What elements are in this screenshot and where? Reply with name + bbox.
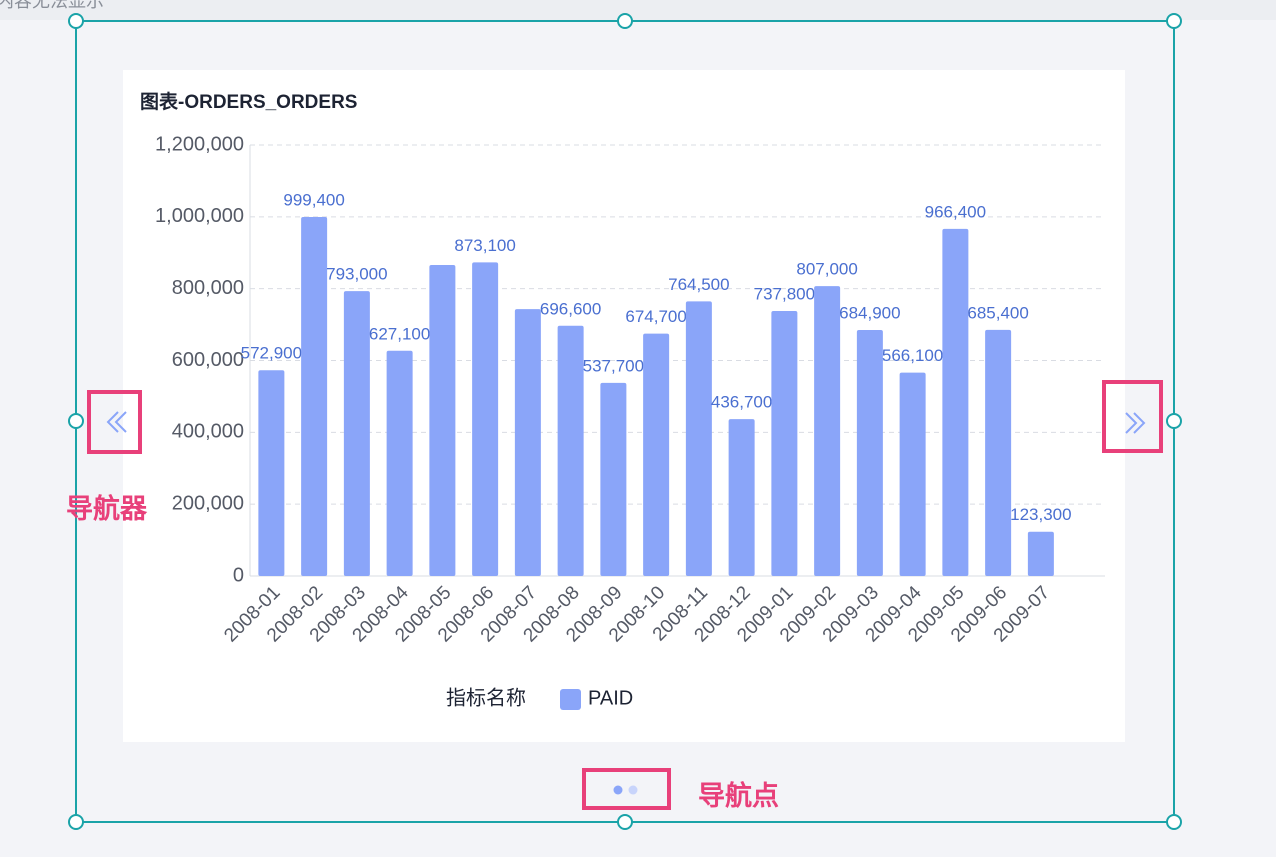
y-tick-label: 1,200,000	[155, 133, 244, 155]
bar	[343, 291, 370, 576]
value-label: 999,400	[283, 191, 344, 210]
bar	[771, 311, 798, 576]
next-arrow[interactable]	[1133, 412, 1146, 434]
bar	[557, 325, 584, 576]
value-label: 696,600	[540, 299, 601, 318]
handle[interactable]	[1166, 413, 1182, 429]
bar	[472, 262, 499, 576]
value-label: 966,400	[925, 202, 986, 221]
value-label: 684,900	[839, 303, 900, 322]
value-label: 807,000	[796, 260, 857, 279]
bar	[728, 419, 755, 576]
annotation: 导航器	[66, 493, 148, 524]
bar	[600, 382, 627, 576]
highlight-box	[87, 390, 142, 454]
bar	[685, 301, 712, 576]
plot: 0 200,000 400,000 600,000 800,000 1,000,000 1,…	[155, 133, 1105, 710]
value-label: 685,400	[967, 303, 1028, 322]
legend-label: PAID	[588, 687, 633, 709]
prev-arrow[interactable]	[114, 411, 127, 433]
bar	[856, 330, 883, 576]
chart-title: 图表-ORDERS_ORDERS	[140, 90, 357, 113]
value-label: 627,100	[369, 324, 430, 343]
highlight-box	[582, 768, 671, 810]
bar	[899, 372, 926, 576]
bar	[386, 350, 413, 576]
value-label: 674,700	[625, 307, 686, 326]
legend-title: 指标名称	[446, 686, 526, 709]
handle[interactable]	[68, 413, 84, 429]
bar	[514, 309, 541, 576]
bar	[643, 333, 670, 576]
nav-dot[interactable]	[628, 785, 638, 795]
handle[interactable]	[1166, 13, 1182, 29]
value-label: 123,300	[1010, 505, 1071, 524]
bar	[814, 286, 841, 576]
y-tick-label: 600,000	[172, 349, 244, 371]
top-text: 内容无法显示	[0, 0, 104, 11]
y-tick-label: 200,000	[172, 492, 244, 514]
y-tick-label: 800,000	[172, 277, 244, 299]
handle[interactable]	[1166, 814, 1182, 830]
y-tick-label: 1,000,000	[155, 205, 244, 227]
bar	[1027, 531, 1054, 576]
value-label: 873,100	[454, 236, 515, 255]
nav-dot[interactable]	[613, 785, 623, 795]
resize-handles	[68, 13, 1182, 830]
value-label: 537,700	[583, 356, 644, 375]
prev-arrow[interactable]	[106, 411, 119, 433]
handle[interactable]	[68, 13, 84, 29]
y-tick-label: 400,000	[172, 421, 244, 443]
handle[interactable]	[68, 814, 84, 830]
value-label: 793,000	[326, 265, 387, 284]
value-label: 572,900	[241, 344, 302, 363]
top-strip	[0, 0, 1276, 20]
y-tick-label: 0	[233, 564, 244, 586]
handle[interactable]	[617, 814, 633, 830]
bar	[301, 217, 328, 576]
value-label: 566,100	[882, 346, 943, 365]
bar	[429, 264, 456, 576]
value-label: 737,800	[754, 284, 815, 303]
annotation: 导航点	[698, 780, 779, 811]
value-label: 436,700	[711, 393, 772, 412]
bar	[258, 370, 285, 576]
bar	[942, 228, 969, 576]
next-arrow[interactable]	[1125, 412, 1138, 434]
bar	[985, 329, 1012, 576]
legend-swatch	[560, 689, 581, 710]
highlight-box	[1102, 380, 1163, 453]
handle[interactable]	[617, 13, 633, 29]
value-label: 764,500	[668, 275, 729, 294]
